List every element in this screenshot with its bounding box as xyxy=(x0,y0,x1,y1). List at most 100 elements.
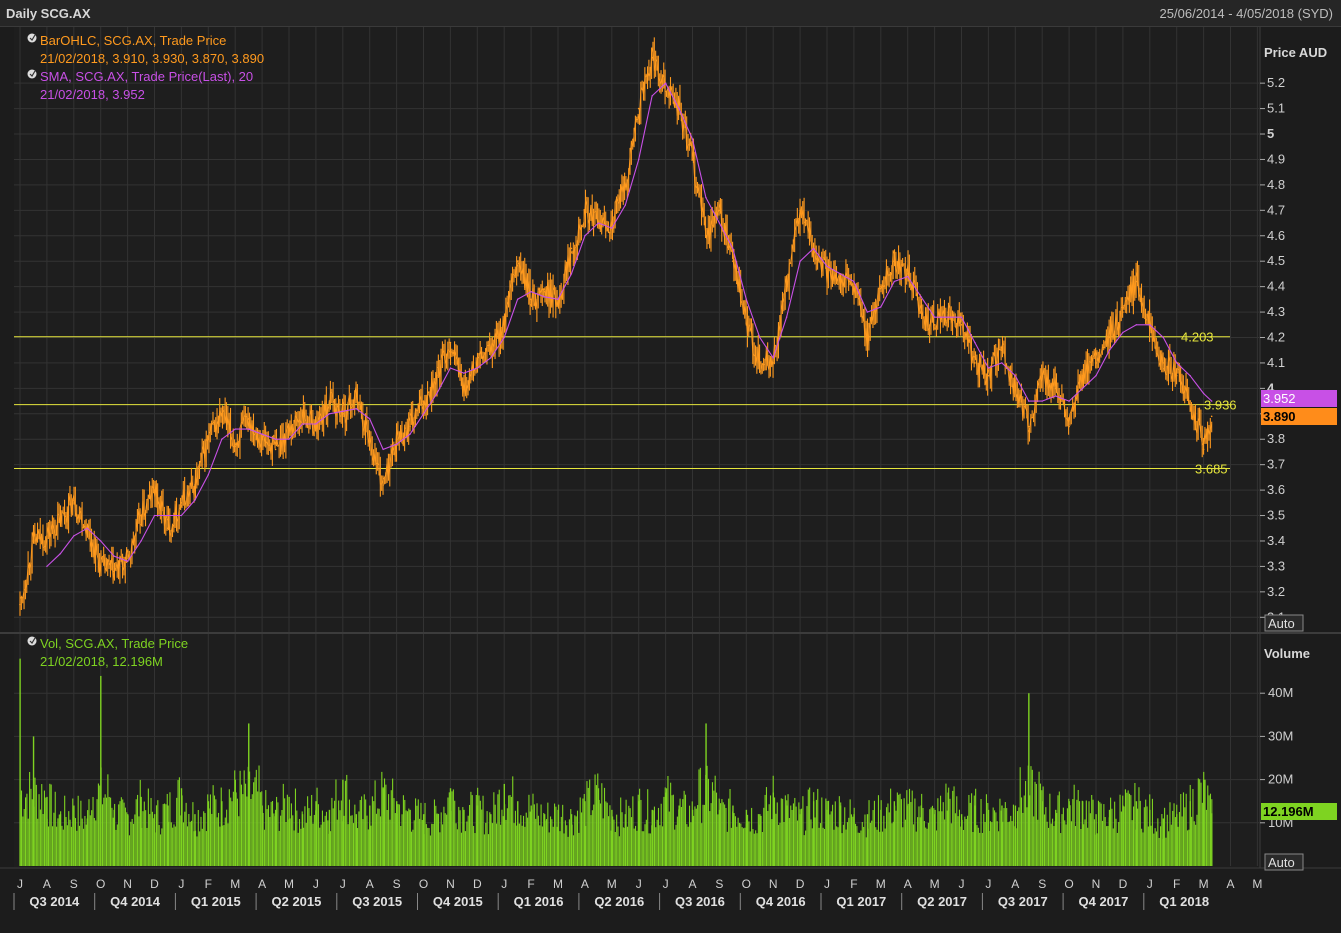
volume-bar xyxy=(358,811,360,866)
volume-bar xyxy=(1003,808,1005,866)
volume-bar xyxy=(734,816,736,866)
price-auto-label[interactable]: Auto xyxy=(1268,616,1295,631)
volume-bar xyxy=(576,810,579,866)
volume-bar xyxy=(20,790,23,866)
volume-bar xyxy=(736,826,738,866)
volume-point xyxy=(799,814,801,866)
volume-bar xyxy=(663,796,665,866)
sma-point xyxy=(664,82,667,84)
price-point xyxy=(1041,374,1043,377)
volume-bar xyxy=(493,792,495,866)
volume-bar xyxy=(617,826,619,866)
price-tick-label: 4.7 xyxy=(1267,202,1285,217)
horizontal-line-label: 3.936 xyxy=(1204,398,1237,413)
volume-bar xyxy=(97,783,99,866)
volume-bar xyxy=(701,823,703,866)
sma-point xyxy=(1189,374,1191,377)
volume-bar xyxy=(652,810,654,866)
volume-bar xyxy=(186,826,189,866)
price-last-badge xyxy=(1261,408,1337,425)
volume-point xyxy=(221,801,223,866)
price-legend[interactable]: BarOHLC, SCG.AX, Trade Price 21/02/2018,… xyxy=(27,33,265,102)
volume-bar xyxy=(1083,824,1085,866)
volume-bar xyxy=(271,800,274,866)
volume-bar xyxy=(996,821,998,866)
month-label: A xyxy=(1226,877,1234,891)
volume-bar xyxy=(1182,792,1185,866)
volume-bar xyxy=(1066,808,1068,866)
volume-bar xyxy=(1143,807,1145,866)
price-point xyxy=(32,540,35,542)
volume-bar xyxy=(215,799,217,866)
volume-bar xyxy=(196,836,198,866)
volume-bar xyxy=(1168,831,1170,866)
vol-legend-icon[interactable] xyxy=(27,636,37,646)
price-point xyxy=(449,341,452,344)
volume-auto-button[interactable] xyxy=(1264,853,1304,871)
volume-bar xyxy=(506,808,508,866)
sma-point xyxy=(100,540,102,542)
volume-bar xyxy=(339,810,341,866)
ohlc-legend-icon[interactable] xyxy=(27,33,37,43)
volume-bar xyxy=(1139,800,1141,866)
volume-point xyxy=(248,723,250,866)
volume-point xyxy=(32,736,35,866)
volume-bar xyxy=(563,833,565,866)
price-auto-button[interactable] xyxy=(1264,614,1304,632)
volume-bar xyxy=(1011,821,1013,866)
volume-bar xyxy=(362,819,364,866)
volume-point xyxy=(570,814,573,866)
volume-bar xyxy=(1110,797,1112,866)
volume-bar xyxy=(289,818,291,866)
price-panel[interactable] xyxy=(14,27,1260,632)
volume-bar xyxy=(475,794,477,866)
volume-bar xyxy=(421,819,423,866)
volume-auto-label[interactable]: Auto xyxy=(1268,855,1295,870)
volume-bar xyxy=(253,782,255,866)
volume-bar xyxy=(1153,833,1155,866)
price-tick-label: 4.9 xyxy=(1267,151,1285,166)
volume-bar xyxy=(1072,799,1074,866)
price-point xyxy=(799,209,801,212)
sma-legend-icon[interactable] xyxy=(27,69,37,79)
volume-bar xyxy=(998,831,1000,866)
volume-bar xyxy=(151,811,153,866)
volume-bar xyxy=(300,828,302,866)
volume-bar xyxy=(1112,828,1114,866)
volume-bar xyxy=(501,809,503,866)
volume-bar xyxy=(984,821,986,866)
horizontal-lines[interactable]: 4.203 3.936 3.685 xyxy=(14,330,1237,477)
volume-bar xyxy=(589,779,591,866)
volume-bar xyxy=(348,799,350,866)
volume-bar xyxy=(779,822,781,866)
volume-bar xyxy=(606,802,608,866)
volume-bar xyxy=(601,783,603,866)
volume-bar xyxy=(456,829,458,866)
volume-bar xyxy=(528,794,530,866)
quarter-label: Q4 2014 xyxy=(110,894,161,909)
volume-bar xyxy=(223,825,225,866)
volume-bar xyxy=(603,787,606,866)
sma-point xyxy=(274,438,277,440)
volume-bar xyxy=(981,832,983,866)
volume-bar xyxy=(370,825,372,866)
volume-bar xyxy=(105,797,108,866)
sma-point xyxy=(1081,387,1084,390)
volume-bar xyxy=(830,811,832,866)
volume-bar xyxy=(1026,807,1028,866)
sma-point xyxy=(732,247,734,250)
volume-bar xyxy=(898,794,900,866)
volume-bar xyxy=(228,789,230,866)
volume-bar xyxy=(108,796,110,866)
volume-bar xyxy=(1200,782,1202,866)
volume-bar xyxy=(945,783,947,866)
volume-bar xyxy=(659,825,661,866)
volume-legend[interactable]: Vol, SCG.AX, Trade Price 21/02/2018, 12.… xyxy=(27,636,189,669)
quarter-label: Q4 2017 xyxy=(1079,894,1129,909)
volume-bar xyxy=(844,807,846,866)
volume-bar xyxy=(539,825,541,866)
volume-bar xyxy=(410,831,413,866)
volume-bar xyxy=(486,811,488,866)
volume-bar xyxy=(1033,816,1035,866)
